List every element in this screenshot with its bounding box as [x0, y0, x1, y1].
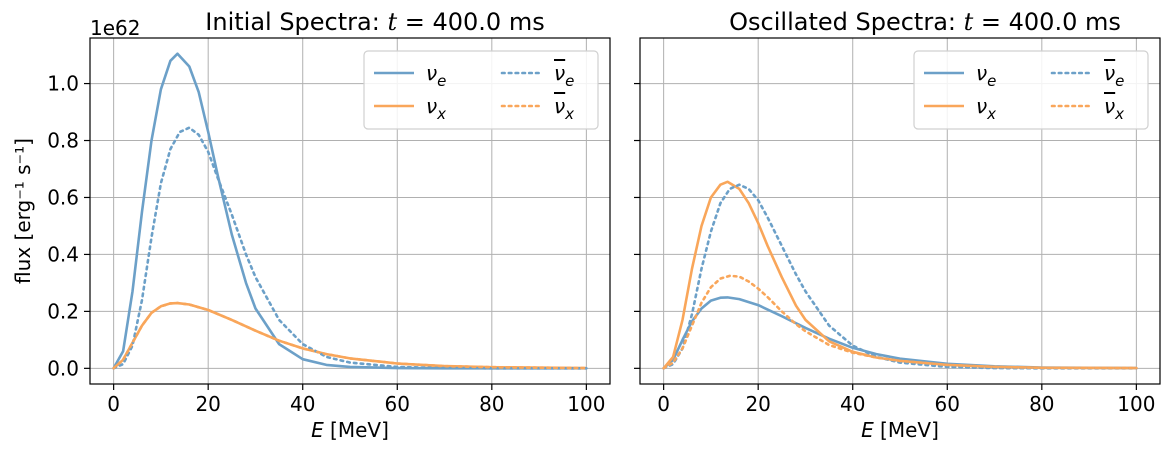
- x-tick-label: 60: [385, 392, 410, 416]
- chart-panel-1: 0 20 40 60 80 100 0.0 0.2 0.4 0.6 0.8 1.0 1e62 Initia…: [11, 8, 611, 442]
- series-line-3: [112, 126, 588, 370]
- axes-frame: [639, 37, 1161, 385]
- chart-title: Oscillated Spectra: t = 400.0 ms: [729, 8, 1121, 36]
- legend-label: νe: [426, 61, 446, 90]
- y-tick-label: 0.8: [47, 129, 79, 153]
- x-tick-label: 20: [195, 392, 220, 416]
- series-line-4: [662, 274, 1138, 370]
- x-axis-label: E [MeV]: [861, 418, 939, 442]
- x-tick-label: 100: [567, 392, 605, 416]
- y-tick-label: 1.0: [47, 72, 79, 96]
- legend-label: νx: [426, 94, 446, 123]
- x-axis-label: E [MeV]: [311, 418, 389, 442]
- x-tick-label: 80: [1029, 392, 1054, 416]
- y-axis-label: flux [erg⁻¹ s⁻¹]: [11, 138, 35, 284]
- y-tick-label: 0.6: [47, 185, 79, 209]
- legend-label: νe: [554, 61, 574, 90]
- x-tick-label: 0: [657, 392, 670, 416]
- x-tick-label: 60: [935, 392, 960, 416]
- legend-label: νx: [1104, 94, 1124, 123]
- legend-label: νe: [1104, 61, 1124, 90]
- legend: νe νx νe νx: [363, 50, 599, 130]
- x-tick-label: 20: [745, 392, 770, 416]
- y-tick-label: 0.2: [47, 299, 79, 323]
- y-tick-label: 0.0: [47, 356, 79, 380]
- legend-box: [913, 50, 1149, 130]
- series-line-4: [112, 301, 588, 370]
- x-tick-label: 100: [1117, 392, 1155, 416]
- legend: νe νx νe νx: [913, 50, 1149, 130]
- x-tick-label: 0: [107, 392, 120, 416]
- x-tick-label: 40: [840, 392, 865, 416]
- y-tick-label: 0.4: [47, 242, 79, 266]
- legend-box: [363, 50, 599, 130]
- legend-label: νe: [976, 61, 996, 90]
- legend-label: νx: [976, 94, 996, 123]
- series-line-3: [662, 183, 1138, 370]
- legend-label: νx: [554, 94, 574, 123]
- chart-title: Initial Spectra: t = 400.0 ms: [205, 8, 544, 36]
- series-line-1: [662, 296, 1137, 370]
- series-line-1: [112, 52, 587, 370]
- y-offset-label: 1e62: [90, 16, 140, 40]
- axes-frame: [89, 37, 611, 385]
- x-tick-label: 80: [479, 392, 504, 416]
- chart-panel-2: 0 20 40 60 80 100 Oscillated Spectra: t = 400.…: [634, 8, 1161, 442]
- x-tick-label: 40: [290, 392, 315, 416]
